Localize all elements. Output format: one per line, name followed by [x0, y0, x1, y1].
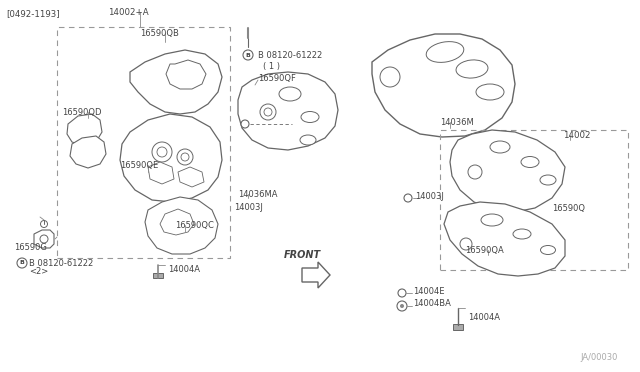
Text: [0492-1193]: [0492-1193] [6, 10, 60, 19]
Text: 14036MA: 14036MA [238, 189, 278, 199]
Text: B: B [246, 52, 250, 58]
Ellipse shape [301, 112, 319, 122]
Circle shape [380, 67, 400, 87]
Circle shape [398, 289, 406, 297]
Circle shape [243, 50, 253, 60]
Bar [57, 27, 230, 258]
Circle shape [40, 235, 48, 243]
Circle shape [468, 165, 482, 179]
Ellipse shape [540, 175, 556, 185]
Ellipse shape [300, 135, 316, 145]
Text: 14002: 14002 [563, 131, 591, 140]
Polygon shape [166, 60, 206, 89]
Circle shape [264, 108, 272, 116]
Polygon shape [160, 209, 194, 235]
Ellipse shape [481, 214, 503, 226]
Polygon shape [450, 130, 565, 212]
Circle shape [157, 147, 167, 157]
Text: 14003J: 14003J [415, 192, 444, 201]
Text: B 08120-61222: B 08120-61222 [29, 259, 93, 267]
Polygon shape [67, 114, 102, 146]
Text: ( 1 ): ( 1 ) [263, 61, 280, 71]
Text: 14004A: 14004A [168, 266, 200, 275]
Polygon shape [444, 202, 565, 276]
Polygon shape [178, 167, 204, 187]
Polygon shape [120, 114, 222, 202]
Polygon shape [238, 72, 338, 150]
Ellipse shape [279, 87, 301, 101]
Polygon shape [148, 162, 174, 184]
Circle shape [241, 120, 249, 128]
Polygon shape [372, 34, 515, 137]
Text: FRONT: FRONT [284, 250, 321, 260]
Ellipse shape [456, 60, 488, 78]
Text: 16590QA: 16590QA [465, 246, 504, 254]
Text: 14002+A: 14002+A [108, 7, 148, 16]
Ellipse shape [490, 141, 510, 153]
Circle shape [152, 142, 172, 162]
Circle shape [460, 238, 472, 250]
Text: 14036M: 14036M [440, 118, 474, 126]
Circle shape [260, 104, 276, 120]
Circle shape [404, 194, 412, 202]
Circle shape [181, 153, 189, 161]
Ellipse shape [476, 84, 504, 100]
Ellipse shape [513, 229, 531, 239]
Text: 16590QF: 16590QF [258, 74, 296, 83]
Polygon shape [130, 50, 222, 114]
Text: <2>: <2> [29, 267, 48, 276]
Polygon shape [70, 136, 106, 168]
Polygon shape [302, 262, 330, 288]
Text: 16590QC: 16590QC [175, 221, 214, 230]
Circle shape [177, 149, 193, 165]
Polygon shape [34, 230, 54, 248]
Text: B: B [20, 260, 24, 266]
Text: 14004A: 14004A [468, 314, 500, 323]
Ellipse shape [521, 157, 539, 167]
Circle shape [40, 221, 47, 228]
Text: B 08120-61222: B 08120-61222 [258, 51, 323, 60]
Text: 14003J: 14003J [234, 202, 263, 212]
Polygon shape [145, 197, 218, 254]
Ellipse shape [541, 246, 556, 254]
Text: 16590Q: 16590Q [552, 203, 585, 212]
Text: JA/00030: JA/00030 [580, 353, 618, 362]
Bar [453, 324, 463, 330]
Text: 16590QE: 16590QE [120, 160, 158, 170]
Ellipse shape [426, 42, 464, 62]
Text: 14004E: 14004E [413, 286, 445, 295]
Circle shape [400, 304, 404, 308]
Circle shape [397, 301, 407, 311]
Text: 16590QB: 16590QB [140, 29, 179, 38]
Text: 16590G: 16590G [14, 244, 47, 253]
Text: 14004BA: 14004BA [413, 299, 451, 308]
Bar [440, 130, 628, 270]
Text: 16590QD: 16590QD [62, 108, 102, 116]
Bar [153, 273, 163, 278]
Circle shape [17, 258, 27, 268]
